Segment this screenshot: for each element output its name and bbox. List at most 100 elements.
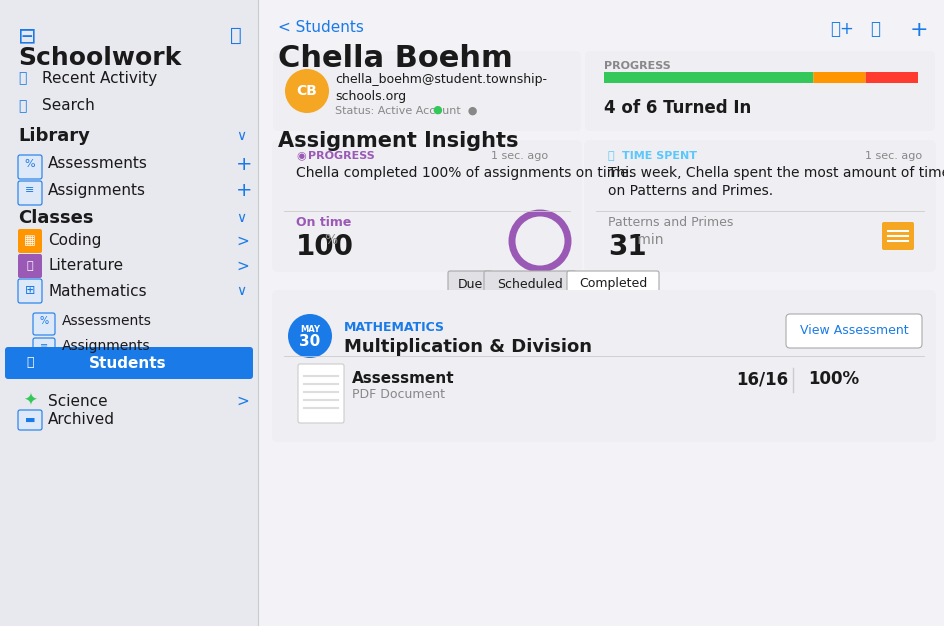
Text: Recent Activity: Recent Activity	[42, 71, 157, 86]
Text: 🎒: 🎒	[26, 356, 34, 369]
Text: %: %	[324, 233, 337, 247]
Text: PROGRESS: PROGRESS	[308, 151, 375, 161]
Text: 👤+: 👤+	[830, 20, 854, 38]
Text: Literature: Literature	[48, 259, 123, 274]
FancyBboxPatch shape	[5, 347, 253, 379]
Circle shape	[285, 69, 329, 113]
Text: chella_boehm@student.township-
schools.org: chella_boehm@student.township- schools.o…	[335, 73, 547, 103]
Text: This week, Chella spent the most amount of time
on Patterns and Primes.: This week, Chella spent the most amount …	[608, 166, 944, 198]
Text: < Students: < Students	[278, 20, 363, 35]
Text: Schoolwork: Schoolwork	[18, 46, 181, 70]
FancyBboxPatch shape	[18, 181, 42, 205]
Text: 💬: 💬	[870, 20, 880, 38]
FancyBboxPatch shape	[33, 313, 55, 335]
FancyBboxPatch shape	[18, 229, 42, 253]
FancyBboxPatch shape	[484, 271, 576, 297]
Text: Completed: Completed	[579, 277, 648, 290]
Text: 16/16: 16/16	[736, 370, 788, 388]
Text: Chella completed 100% of assignments on time.: Chella completed 100% of assignments on …	[296, 166, 633, 180]
Text: +: +	[236, 180, 252, 200]
Text: ≡: ≡	[25, 185, 35, 195]
Text: +: +	[236, 155, 252, 173]
FancyBboxPatch shape	[272, 140, 582, 272]
Text: View Assessment: View Assessment	[800, 324, 908, 337]
Text: MAY: MAY	[300, 324, 320, 334]
Text: ●: ●	[432, 105, 442, 115]
FancyBboxPatch shape	[866, 72, 918, 83]
Text: 4 of 6 Turned In: 4 of 6 Turned In	[604, 99, 751, 117]
Text: Mathematics: Mathematics	[48, 284, 146, 299]
FancyBboxPatch shape	[584, 140, 936, 272]
Text: CB: CB	[296, 84, 317, 98]
Text: 👤: 👤	[230, 26, 242, 45]
FancyBboxPatch shape	[448, 271, 492, 297]
Text: 100%: 100%	[808, 370, 859, 388]
Text: 🔍: 🔍	[18, 99, 26, 113]
Circle shape	[288, 314, 332, 358]
Text: >: >	[236, 233, 249, 249]
Text: Assessments: Assessments	[62, 314, 152, 328]
FancyBboxPatch shape	[585, 51, 935, 131]
Text: ≡: ≡	[40, 341, 48, 351]
Text: Assessment: Assessment	[352, 371, 455, 386]
Text: 30: 30	[299, 334, 321, 349]
FancyBboxPatch shape	[786, 314, 922, 348]
Text: 31: 31	[608, 233, 647, 261]
Text: ⊟: ⊟	[18, 26, 37, 46]
Text: ✦: ✦	[23, 392, 37, 410]
FancyBboxPatch shape	[33, 338, 55, 360]
Text: Classes: Classes	[18, 209, 93, 227]
Text: Assignment Insights: Assignment Insights	[278, 131, 518, 151]
FancyBboxPatch shape	[882, 222, 914, 250]
Text: 📊: 📊	[26, 261, 33, 271]
Text: TIME SPENT: TIME SPENT	[622, 151, 697, 161]
Text: PDF Document: PDF Document	[352, 388, 445, 401]
FancyBboxPatch shape	[18, 155, 42, 179]
Text: Scheduled: Scheduled	[497, 277, 563, 290]
Text: 100: 100	[296, 233, 354, 261]
Text: Students: Students	[89, 356, 167, 371]
FancyBboxPatch shape	[567, 271, 659, 297]
Text: +: +	[910, 20, 929, 40]
FancyBboxPatch shape	[18, 279, 42, 303]
FancyBboxPatch shape	[0, 0, 258, 626]
Text: ∨: ∨	[236, 211, 246, 225]
Text: Due: Due	[458, 277, 482, 290]
Text: min: min	[633, 233, 664, 247]
Text: %: %	[40, 316, 48, 326]
Text: ⊞: ⊞	[25, 284, 35, 297]
Text: Science: Science	[48, 394, 108, 409]
Text: Search: Search	[42, 98, 94, 113]
Text: Library: Library	[18, 127, 90, 145]
FancyBboxPatch shape	[298, 364, 344, 423]
FancyBboxPatch shape	[18, 254, 42, 278]
Text: ∨: ∨	[236, 129, 246, 143]
Text: Status: Active Account  ●: Status: Active Account ●	[335, 106, 478, 116]
Text: >: >	[236, 259, 249, 274]
Text: %: %	[25, 159, 35, 169]
Text: MATHEMATICS: MATHEMATICS	[344, 321, 445, 334]
Text: 1 sec. ago: 1 sec. ago	[491, 151, 548, 161]
Text: Assessments: Assessments	[48, 156, 148, 172]
Text: PROGRESS: PROGRESS	[604, 61, 671, 71]
Text: ▦: ▦	[25, 235, 36, 247]
Text: 🕐: 🕐	[18, 71, 26, 85]
FancyBboxPatch shape	[273, 51, 581, 131]
Text: Assignments: Assignments	[48, 183, 146, 197]
Text: Patterns and Primes: Patterns and Primes	[608, 216, 733, 229]
Text: 1 sec. ago: 1 sec. ago	[865, 151, 922, 161]
Text: On time: On time	[296, 216, 351, 229]
Text: Multiplication & Division: Multiplication & Division	[344, 338, 592, 356]
Text: ▬: ▬	[25, 415, 35, 425]
FancyBboxPatch shape	[272, 290, 936, 442]
FancyBboxPatch shape	[814, 72, 866, 83]
Text: ⏱: ⏱	[608, 151, 615, 161]
Text: ◉: ◉	[296, 151, 306, 161]
Text: Coding: Coding	[48, 233, 101, 249]
Text: Archived: Archived	[48, 413, 115, 428]
Text: ∨: ∨	[236, 284, 246, 298]
Text: Assignments: Assignments	[62, 339, 151, 353]
Text: Chella Boehm: Chella Boehm	[278, 44, 513, 73]
Text: >: >	[236, 394, 249, 409]
FancyBboxPatch shape	[604, 72, 814, 83]
